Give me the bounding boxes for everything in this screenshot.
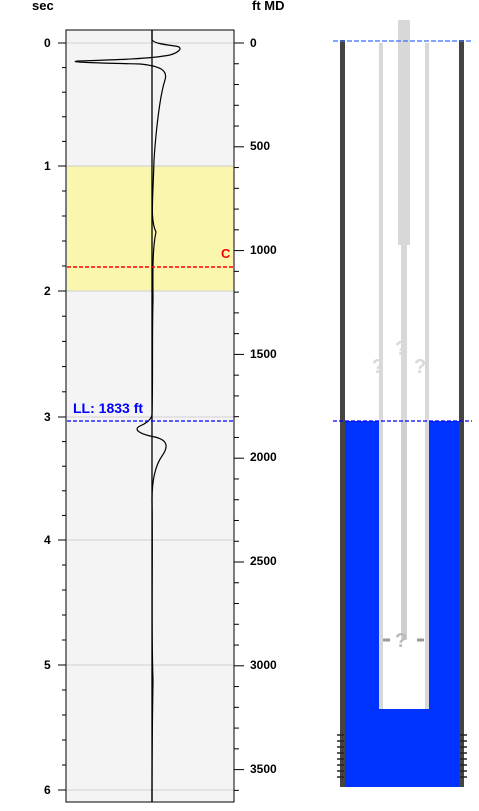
unknown-markers: ? ? ? ? <box>372 338 426 652</box>
echo-trace-curve <box>74 30 181 803</box>
depth-tick-label: 500 <box>250 139 270 153</box>
liquid-level-label: LL: 1833 ft <box>73 400 143 416</box>
tubing-outline <box>379 43 429 709</box>
time-tick-label: 3 <box>44 410 51 424</box>
wellbore-diagram: ? ? ? ? <box>333 20 472 787</box>
time-tick-label: 1 <box>44 159 51 173</box>
time-axis-unit-label: sec <box>32 0 54 13</box>
time-tick-label: 5 <box>44 658 51 672</box>
casing-right-wall <box>459 40 464 787</box>
depth-tick-label: 0 <box>250 36 257 50</box>
depth-tick-label: 3500 <box>250 762 277 776</box>
depth-tick-label: 3000 <box>250 658 277 672</box>
time-tick-label: 2 <box>44 284 51 298</box>
unknown-marker: ? <box>395 338 407 360</box>
unknown-marker: ? <box>395 630 407 652</box>
depth-tick-label: 1500 <box>250 347 277 361</box>
depth-axis-unit-label: ft MD <box>252 0 285 13</box>
depth-tick-label: 2500 <box>250 554 277 568</box>
unknown-marker: ? <box>414 356 426 378</box>
highlight-band <box>67 166 233 291</box>
depth-tick-label: 2000 <box>250 450 277 464</box>
unknown-marker: ? <box>372 356 384 378</box>
depth-tick-label: 1000 <box>250 243 277 257</box>
echo-trace-track: sec ft MD C LL: 1833 ft <box>32 0 285 803</box>
perforations <box>337 734 467 778</box>
time-tick-label: 0 <box>44 36 51 50</box>
time-tick-label: 4 <box>44 533 51 547</box>
casing-left-wall <box>340 40 345 787</box>
time-axis: 0 1 2 3 4 5 6 <box>44 36 66 797</box>
time-gridlines <box>67 42 233 791</box>
track-background <box>65 29 235 803</box>
rod-string-top <box>398 20 410 245</box>
time-tick-label: 6 <box>44 783 51 797</box>
rod-string-dark <box>401 421 407 640</box>
c-marker-label: C <box>221 246 231 261</box>
depth-axis: 0 500 1000 1500 2000 2500 3000 3500 <box>234 36 277 791</box>
